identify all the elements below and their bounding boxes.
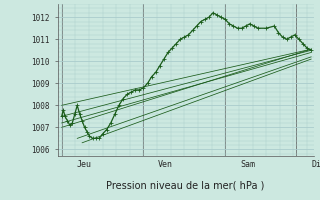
X-axis label: Pression niveau de la mer( hPa ): Pression niveau de la mer( hPa ) [107,180,265,190]
Text: Sam: Sam [240,160,255,169]
Text: Jeu: Jeu [76,160,92,169]
Text: Dim: Dim [311,160,320,169]
Text: Ven: Ven [158,160,173,169]
